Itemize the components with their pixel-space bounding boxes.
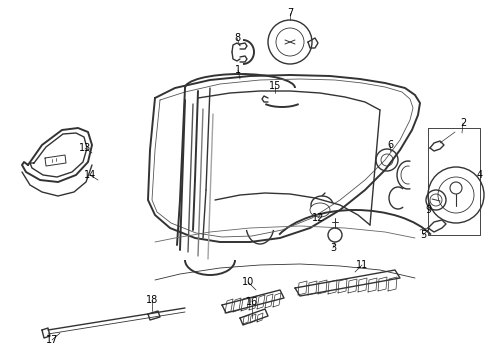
Text: 10: 10 <box>242 277 254 287</box>
Text: 9: 9 <box>425 205 431 215</box>
Text: 2: 2 <box>460 118 466 128</box>
Text: 12: 12 <box>312 213 324 223</box>
Text: 1: 1 <box>235 65 241 75</box>
Text: 16: 16 <box>246 297 258 307</box>
Text: 6: 6 <box>387 140 393 150</box>
Text: 4: 4 <box>477 170 483 180</box>
Text: 14: 14 <box>84 170 96 180</box>
Text: 15: 15 <box>269 81 281 91</box>
Text: 13: 13 <box>79 143 91 153</box>
Text: 7: 7 <box>287 8 293 18</box>
Text: 8: 8 <box>234 33 240 43</box>
Text: 5: 5 <box>420 230 426 240</box>
Text: 18: 18 <box>146 295 158 305</box>
Text: 3: 3 <box>330 243 336 253</box>
Text: 11: 11 <box>356 260 368 270</box>
Text: 17: 17 <box>46 335 58 345</box>
